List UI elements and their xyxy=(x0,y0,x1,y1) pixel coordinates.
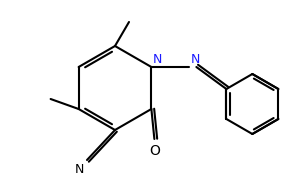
Text: O: O xyxy=(149,144,160,158)
Text: N: N xyxy=(152,53,162,66)
Text: N: N xyxy=(75,163,84,176)
Text: N: N xyxy=(190,53,200,66)
